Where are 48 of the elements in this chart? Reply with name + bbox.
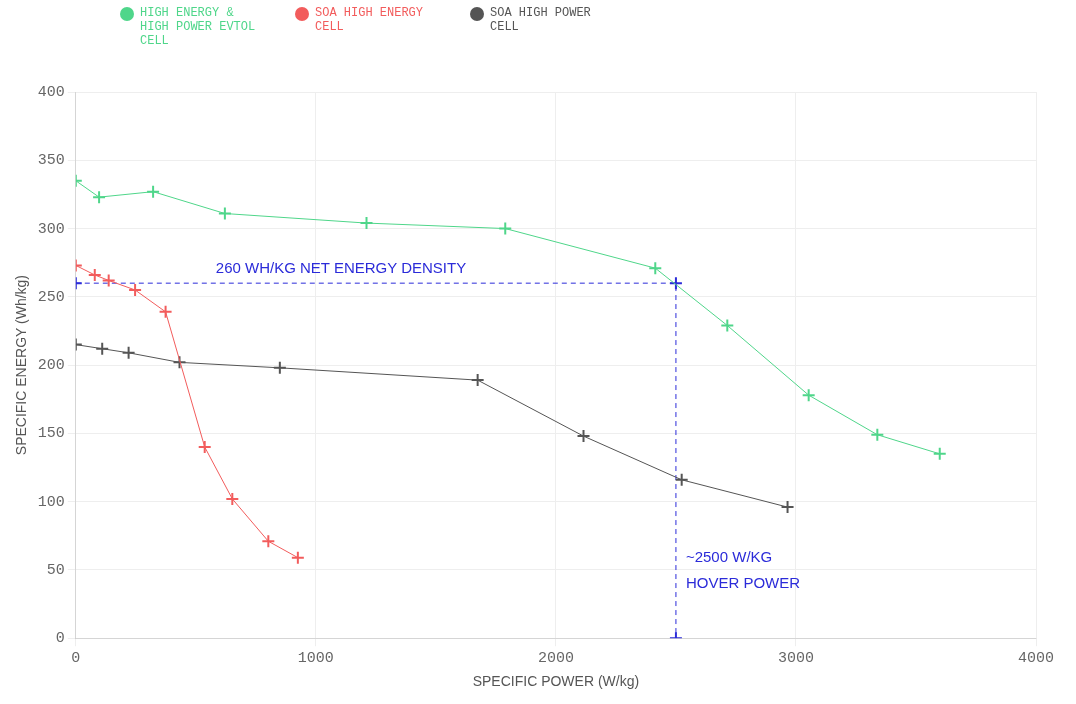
- point: [225, 491, 240, 506]
- point: [870, 427, 885, 442]
- legend-label: SOA HIGH POWER CELL: [490, 6, 592, 36]
- point: [359, 216, 374, 231]
- y-tick-label: 400: [37, 83, 65, 101]
- y-tick-label: 200: [37, 357, 65, 375]
- x-tick-label: 2000: [537, 650, 574, 668]
- annotation: ~2500 W/KG: [685, 548, 773, 566]
- y-tick-label: 100: [37, 493, 65, 511]
- point: [261, 534, 276, 549]
- y-tick-label: 50: [46, 561, 65, 579]
- annotation: HOVER POWER: [685, 574, 801, 592]
- point: [101, 273, 116, 288]
- point: [158, 304, 173, 319]
- x-tick-label: 0: [71, 650, 81, 668]
- y-tick-label: 150: [37, 425, 65, 443]
- y-tick-label: 350: [37, 152, 65, 170]
- point: [576, 429, 591, 444]
- x-tick-label: 1000: [297, 650, 334, 668]
- x-tick-label: 3000: [777, 650, 814, 668]
- point: [498, 221, 513, 236]
- y-tick-label: 0: [55, 630, 65, 648]
- point: [470, 373, 485, 388]
- annotation: 260 WH/KG NET ENERGY DENSITY: [215, 259, 467, 277]
- point: [674, 472, 689, 487]
- x-axis-title: SPECIFIC POWER (W/kg): [472, 673, 640, 690]
- point: [87, 267, 102, 282]
- x-tick-label: 4000: [1017, 650, 1055, 668]
- legend-label: HIGH ENERGY & HIGH POWER EVTOL CELL: [140, 6, 257, 48]
- point: [648, 261, 663, 276]
- point: [172, 355, 187, 370]
- legend-label: SOA HIGH ENERGY CELL: [315, 6, 425, 36]
- point: [128, 283, 143, 297]
- point: [272, 360, 287, 375]
- point: [217, 206, 232, 221]
- point: [146, 184, 161, 199]
- point: [780, 500, 795, 515]
- point: [121, 345, 136, 360]
- point: [92, 190, 107, 205]
- point: [932, 446, 947, 461]
- point: [197, 440, 212, 455]
- point: [801, 388, 816, 403]
- point: [290, 550, 305, 565]
- point: [95, 341, 110, 356]
- point: [720, 318, 735, 333]
- y-axis-title: SPECIFIC ENERGY (Wh/kg): [13, 274, 30, 456]
- y-tick-label: 250: [37, 288, 65, 306]
- y-tick-label: 300: [37, 220, 65, 238]
